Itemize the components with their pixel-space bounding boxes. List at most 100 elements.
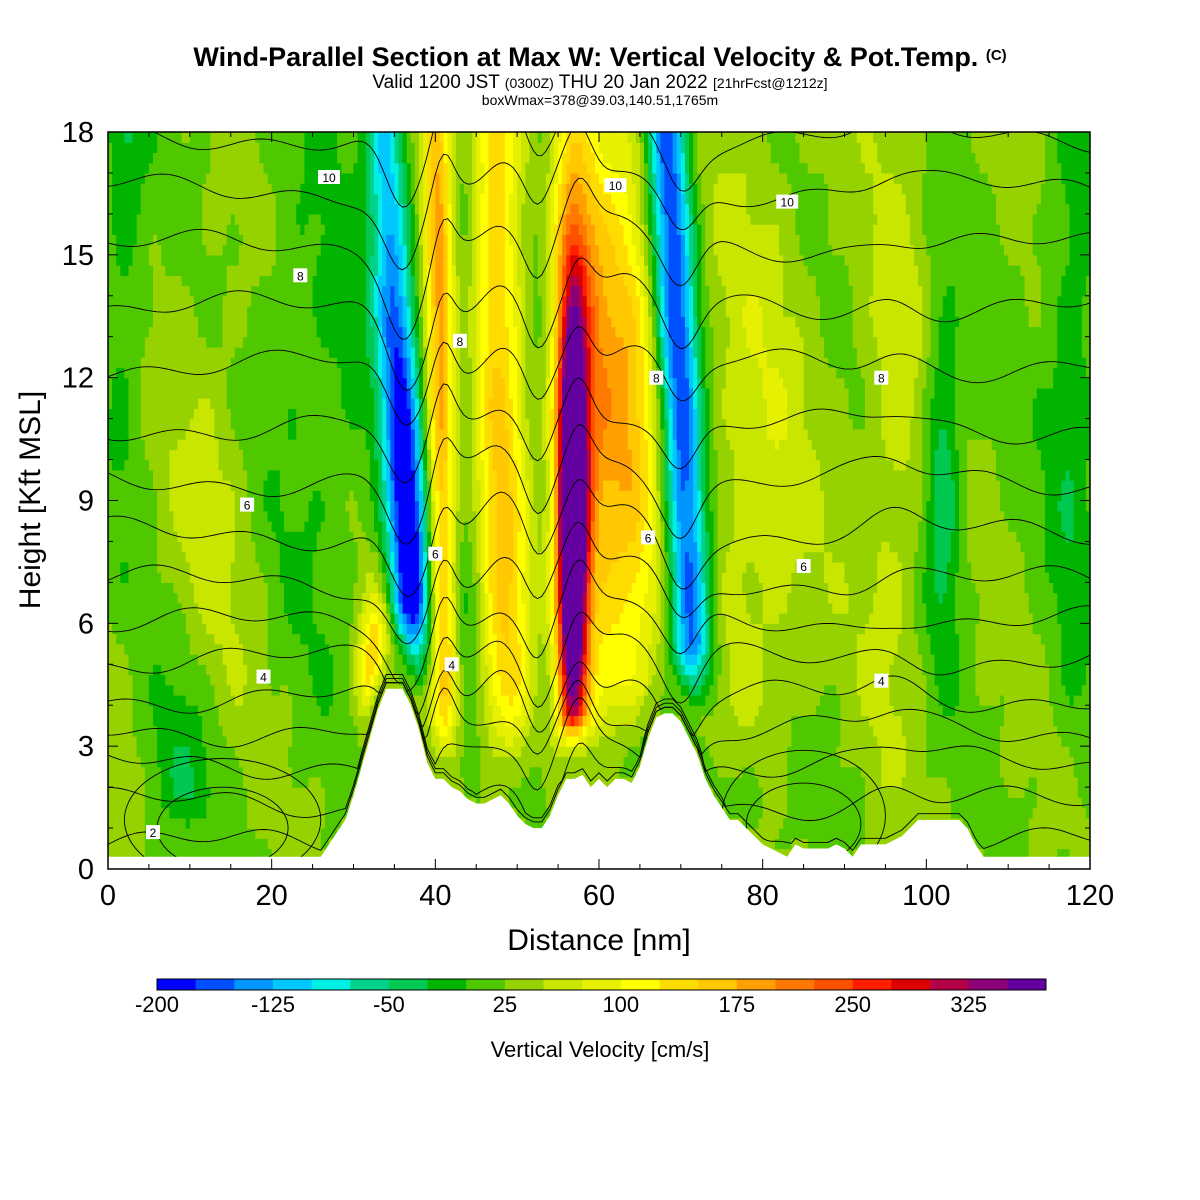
field-cell bbox=[369, 694, 375, 706]
field-cell bbox=[1016, 541, 1022, 798]
field-cell bbox=[492, 367, 498, 471]
field-cell bbox=[124, 459, 130, 563]
field-cell bbox=[664, 387, 670, 420]
field-cell bbox=[684, 254, 690, 328]
field-cell bbox=[234, 439, 240, 635]
field-cell bbox=[120, 582, 125, 645]
field-cell bbox=[218, 346, 224, 471]
field-cell bbox=[844, 265, 850, 389]
field-cell bbox=[652, 254, 657, 307]
field-cell bbox=[210, 254, 215, 348]
field-cell bbox=[889, 132, 895, 174]
field-cell bbox=[811, 551, 817, 717]
field-cell bbox=[549, 643, 555, 686]
field-cell bbox=[189, 817, 195, 860]
field-cell bbox=[373, 275, 379, 317]
field-cell bbox=[144, 172, 150, 338]
field-cell bbox=[1065, 848, 1071, 860]
field-cell bbox=[562, 664, 567, 676]
field-cell bbox=[856, 766, 862, 850]
field-cell bbox=[488, 654, 494, 706]
field-cell bbox=[574, 725, 580, 737]
field-cell bbox=[234, 346, 240, 440]
field-cell bbox=[378, 132, 383, 174]
field-cell bbox=[860, 132, 866, 164]
field-cell bbox=[811, 715, 817, 850]
field-cell bbox=[975, 439, 981, 594]
field-cell bbox=[946, 715, 952, 788]
contour-label-text: 6 bbox=[244, 499, 251, 513]
field-cell bbox=[402, 132, 408, 164]
field-cell bbox=[369, 132, 375, 215]
field-cell bbox=[271, 193, 277, 266]
field-cell bbox=[856, 142, 862, 369]
field-cell bbox=[979, 439, 985, 706]
field-cell bbox=[819, 694, 825, 850]
field-cell bbox=[521, 694, 526, 727]
field-cell bbox=[779, 377, 784, 440]
field-cell bbox=[570, 705, 576, 717]
field-cell bbox=[660, 694, 666, 717]
chart-title-text: Wind-Parallel Section at Max W: Vertical… bbox=[193, 42, 979, 72]
field-cell bbox=[631, 705, 637, 727]
field-cell bbox=[635, 265, 641, 297]
field-cell bbox=[1085, 459, 1090, 512]
field-cell bbox=[721, 387, 727, 420]
field-cell bbox=[230, 265, 236, 358]
field-cell bbox=[590, 132, 596, 154]
field-cell bbox=[954, 705, 960, 819]
field-cell bbox=[619, 725, 625, 768]
field-cell bbox=[529, 725, 535, 768]
field-cell bbox=[582, 694, 588, 717]
field-cell bbox=[382, 480, 387, 522]
field-cell bbox=[508, 787, 514, 809]
field-cell bbox=[832, 561, 837, 614]
field-cell bbox=[746, 725, 751, 768]
field-cell bbox=[615, 705, 621, 727]
field-cell bbox=[758, 623, 764, 706]
field-cell bbox=[562, 336, 567, 358]
field-cell bbox=[901, 132, 907, 195]
field-cell bbox=[365, 132, 371, 358]
field-cell bbox=[378, 172, 383, 276]
field-cell bbox=[791, 572, 796, 717]
field-cell bbox=[562, 746, 567, 758]
field-cell bbox=[979, 172, 985, 440]
field-cell bbox=[615, 213, 621, 266]
field-cell bbox=[222, 132, 228, 246]
field-cell bbox=[991, 449, 997, 706]
field-cell bbox=[975, 132, 981, 164]
field-cell bbox=[222, 295, 228, 481]
contour-label-text: 10 bbox=[322, 171, 336, 185]
field-cell bbox=[762, 346, 768, 399]
field-cell bbox=[169, 449, 175, 512]
field-cell bbox=[774, 367, 780, 450]
field-cell bbox=[558, 746, 563, 758]
field-cell bbox=[1032, 807, 1038, 869]
field-cell bbox=[320, 520, 326, 635]
field-cell bbox=[644, 592, 649, 686]
contour-label: 4 bbox=[256, 669, 271, 685]
field-cell bbox=[705, 531, 711, 614]
field-cell bbox=[934, 449, 940, 594]
colorbar-swatch bbox=[234, 979, 274, 990]
field-cell bbox=[582, 193, 588, 225]
field-cell bbox=[644, 439, 649, 522]
field-cell bbox=[517, 285, 522, 440]
field-cell bbox=[607, 387, 612, 420]
field-cell bbox=[578, 183, 584, 215]
field-cell bbox=[423, 551, 428, 624]
field-cell bbox=[1069, 132, 1075, 481]
field-cell bbox=[394, 203, 400, 256]
colorbar-frame bbox=[156, 978, 1047, 991]
field-cell bbox=[623, 684, 629, 706]
field-cell bbox=[1020, 551, 1026, 798]
contour-label-text: 6 bbox=[800, 560, 807, 574]
field-cell bbox=[234, 633, 240, 706]
field-cell bbox=[779, 254, 784, 379]
field-cell bbox=[406, 132, 412, 164]
field-cell bbox=[697, 633, 702, 645]
field-cell bbox=[316, 531, 322, 635]
field-cell bbox=[1008, 265, 1013, 532]
